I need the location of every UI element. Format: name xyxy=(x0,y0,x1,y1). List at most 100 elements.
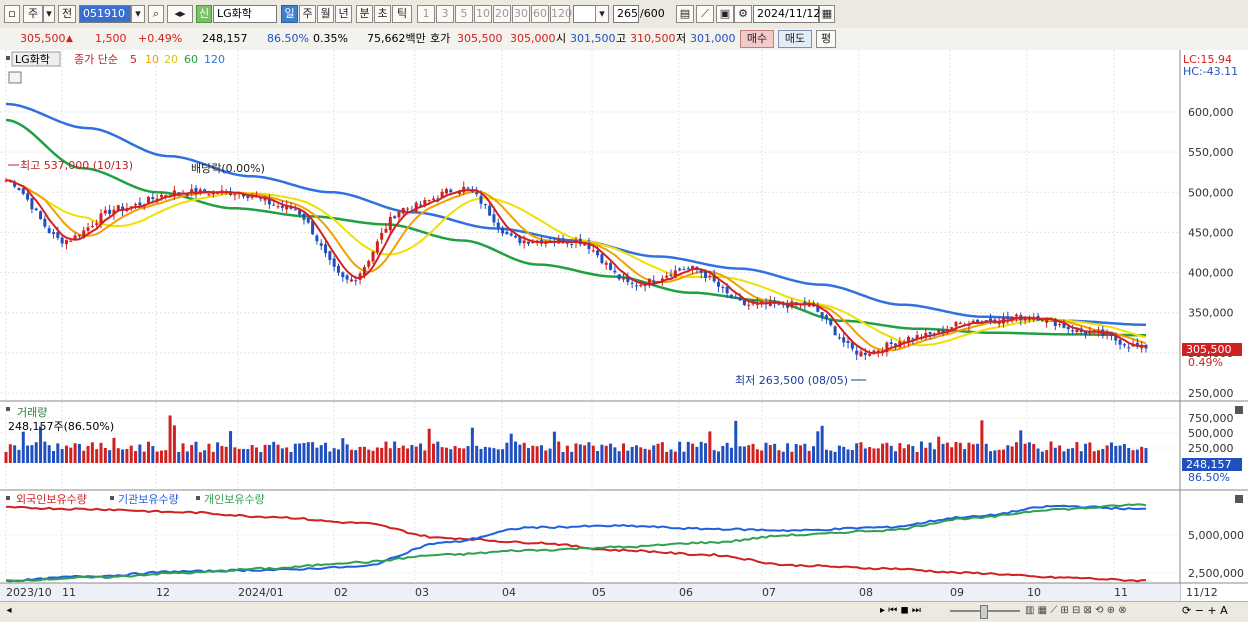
up-arrow-icon: ▲ xyxy=(66,34,73,44)
candle-body xyxy=(699,270,703,273)
candle-body xyxy=(1114,334,1118,341)
code-dropdown-icon[interactable]: ▾ xyxy=(131,5,145,23)
price-tick-label: 600,000 xyxy=(1188,106,1234,119)
volume-tick-label: 500,000 xyxy=(1188,427,1234,440)
scroll-left-icon[interactable]: ◂ xyxy=(6,605,12,616)
volume-current: 248,157 xyxy=(1186,458,1232,471)
volume-bar xyxy=(1140,446,1144,463)
volume-bar xyxy=(73,443,77,463)
calendar-icon[interactable]: ▦ xyxy=(819,5,835,23)
candle-body xyxy=(496,222,500,228)
volume-bar xyxy=(52,451,55,463)
volume-bar xyxy=(552,431,556,463)
volume-bar xyxy=(622,443,625,463)
volume-close-icon[interactable] xyxy=(1235,406,1243,414)
candle-body xyxy=(647,278,651,286)
candle-body xyxy=(375,241,379,253)
scrollbar[interactable]: ◂ ▸ ⏮ ◼ ⏭ ▥ ▦ ⟋ ⊞ ⊟ ⊠ ⟲ ⊕ ⊗ ⟳ − + A xyxy=(0,601,1248,622)
candle-body xyxy=(345,275,349,280)
chart-type-icon[interactable]: ▤ xyxy=(676,5,694,23)
tool-icons[interactable]: ▥ ▦ ⟋ ⊞ ⊟ ⊠ ⟲ ⊕ ⊗ xyxy=(1025,605,1127,616)
speaker-icon[interactable]: ◂▸ xyxy=(167,5,193,23)
volume-bar xyxy=(1118,445,1122,463)
stock-name-field[interactable]: LG화학 xyxy=(213,5,277,23)
candle-body xyxy=(423,200,427,206)
tf-day-button[interactable]: 일 xyxy=(281,5,298,23)
buy-button[interactable]: 매수 xyxy=(740,30,774,48)
gear-icon[interactable]: ⚙ xyxy=(734,5,752,23)
num-button-10[interactable]: 10 xyxy=(474,5,492,23)
volume-bar xyxy=(229,431,233,463)
tf-year-button[interactable]: 년 xyxy=(335,5,352,23)
volume-bar xyxy=(993,450,997,463)
candle-body xyxy=(30,198,34,210)
num-button-20[interactable]: 20 xyxy=(493,5,511,23)
window-icon[interactable]: ▫ xyxy=(4,5,20,23)
candle-body xyxy=(216,192,220,194)
volume-bar xyxy=(349,449,353,463)
turnover-pct: 0.35% xyxy=(313,32,348,45)
volume-bar xyxy=(488,447,492,463)
num-button-3[interactable]: 3 xyxy=(436,5,454,23)
playback-icons[interactable]: ▸ ⏮ ◼ ⏭ xyxy=(880,605,921,616)
prev-button[interactable]: 전 xyxy=(58,5,76,23)
volume-bar xyxy=(250,444,254,463)
current-price-axis: 305,500 xyxy=(1186,343,1232,356)
holdings-close-icon[interactable] xyxy=(1235,495,1243,503)
chart-area[interactable]: 600,000 550,000 500,000 450,000 400,000 350,0… xyxy=(0,50,1248,601)
candle-body xyxy=(56,232,60,238)
candle-body xyxy=(634,285,638,287)
volume-bar xyxy=(872,448,876,463)
candle-body xyxy=(786,303,790,308)
volume-bar xyxy=(194,441,198,463)
volume-bar xyxy=(617,451,621,463)
tf-tick-button[interactable]: 틱 xyxy=(392,5,412,23)
tf-minute-button[interactable]: 분 xyxy=(356,5,373,23)
zoom-slider-handle[interactable] xyxy=(980,605,988,619)
table-icon[interactable] xyxy=(8,71,22,84)
date-input[interactable]: 2024/11/12 xyxy=(753,5,820,23)
volume-bar xyxy=(501,449,505,463)
lc-label: LC:15.94 xyxy=(1183,53,1232,66)
period-button[interactable]: 주 xyxy=(23,5,43,23)
chart-svg[interactable]: 600,000 550,000 500,000 450,000 400,000 350,0… xyxy=(0,50,1248,601)
num-button-1[interactable]: 1 xyxy=(417,5,435,23)
volume-bar xyxy=(945,442,949,463)
candle-body xyxy=(427,199,431,201)
candle-body xyxy=(609,263,613,270)
sell-button[interactable]: 매도 xyxy=(778,30,812,48)
x-tick-label: 11 xyxy=(1114,586,1128,599)
volume-bar xyxy=(967,442,971,463)
num-button-60[interactable]: 60 xyxy=(531,5,549,23)
num-button-120[interactable]: 120 xyxy=(550,5,572,23)
volume-bar xyxy=(708,431,712,463)
candle-body xyxy=(358,273,362,280)
volume-bar xyxy=(773,443,777,463)
num-button-5[interactable]: 5 xyxy=(455,5,473,23)
price-panel xyxy=(0,50,1180,401)
legend-ma20: 20 xyxy=(164,53,178,66)
current-price-badge xyxy=(1182,343,1242,356)
zoom-controls[interactable]: ⟳ − + A xyxy=(1182,604,1228,617)
tf-week-button[interactable]: 주 xyxy=(299,5,316,23)
period-dropdown-icon[interactable]: ▾ xyxy=(43,5,55,23)
count-input[interactable]: 265 xyxy=(613,5,639,23)
credit-badge: 신 xyxy=(196,5,212,23)
candle-body xyxy=(129,206,133,208)
search-icon[interactable]: ⌕ xyxy=(148,5,164,23)
line-tool-icon[interactable]: ⟋ xyxy=(696,5,714,23)
num-button-30[interactable]: 30 xyxy=(512,5,530,23)
tf-second-button[interactable]: 초 xyxy=(374,5,391,23)
volume-bar xyxy=(695,446,699,463)
tf-month-button[interactable]: 월 xyxy=(317,5,334,23)
eval-button[interactable]: 평 xyxy=(816,30,836,48)
volume-bar xyxy=(306,442,310,463)
volume-bar xyxy=(734,420,738,463)
candle-body xyxy=(444,189,448,194)
volume-bar xyxy=(410,444,414,463)
volume-bar xyxy=(911,446,915,463)
save-icon[interactable]: ▣ xyxy=(716,5,734,23)
custom-period-dropdown-icon[interactable]: ▾ xyxy=(595,5,609,23)
candle-body xyxy=(937,329,941,333)
stock-code-input[interactable]: 051910 xyxy=(79,5,131,23)
